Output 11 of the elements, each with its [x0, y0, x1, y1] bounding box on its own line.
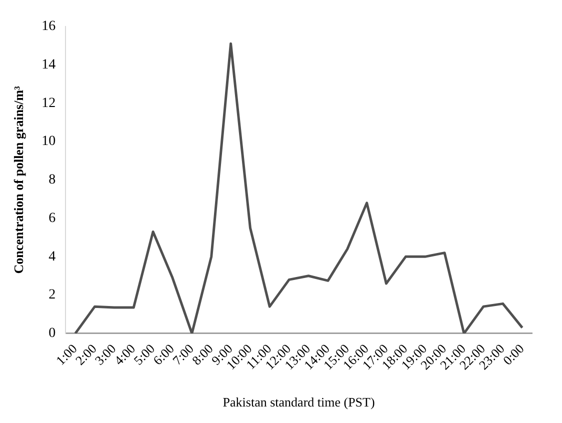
y-tick-label: 12 [42, 96, 56, 111]
x-axis-title: Pakistan standard time (PST) [222, 394, 375, 410]
y-tick-label: 4 [48, 249, 56, 264]
y-tick-label: 2 [48, 288, 56, 303]
y-tick-label: 10 [42, 134, 56, 150]
y-tick-label: 0 [48, 326, 56, 342]
y-tick-label: 6 [48, 210, 56, 226]
y-tick-label: 14 [42, 57, 56, 72]
y-axis-title: Concentration of pollen grains/m³ [11, 86, 26, 274]
y-tick-label: 8 [48, 172, 56, 188]
y-tick-label: 16 [42, 19, 56, 34]
